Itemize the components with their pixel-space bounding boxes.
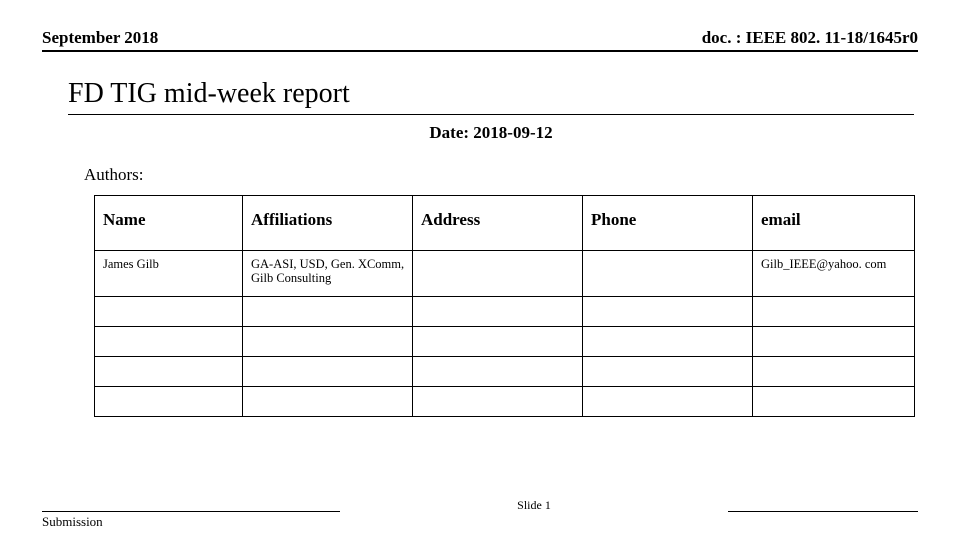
header-date: September 2018 — [42, 28, 158, 48]
footer-right — [728, 514, 918, 530]
cell-email: Gilb_IEEE@yahoo. com — [753, 251, 915, 297]
table-header-row: Name Affiliations Address Phone email — [95, 196, 915, 251]
cell-affiliations — [243, 327, 413, 357]
slide-page: September 2018 doc. : IEEE 802. 11-18/16… — [0, 0, 960, 540]
table-row — [95, 357, 915, 387]
cell-email — [753, 387, 915, 417]
page-title: FD TIG mid-week report — [68, 78, 914, 115]
footer-submission: Submission — [42, 514, 340, 530]
cell-name — [95, 387, 243, 417]
cell-email — [753, 327, 915, 357]
cell-address — [413, 357, 583, 387]
cell-affiliations: GA-ASI, USD, Gen. XComm, Gilb Consulting — [243, 251, 413, 297]
col-email: email — [753, 196, 915, 251]
date-line: Date: 2018-09-12 — [68, 123, 914, 143]
footer-slide-number: Slide 1 — [340, 498, 728, 530]
authors-table: Name Affiliations Address Phone email Ja… — [94, 195, 915, 417]
cell-phone — [583, 297, 753, 327]
footer-rule-left — [42, 511, 340, 512]
col-phone: Phone — [583, 196, 753, 251]
header-row: September 2018 doc. : IEEE 802. 11-18/16… — [42, 28, 918, 52]
cell-name: James Gilb — [95, 251, 243, 297]
footer-rule-right — [728, 511, 918, 512]
cell-email — [753, 297, 915, 327]
cell-address — [413, 387, 583, 417]
cell-name — [95, 357, 243, 387]
footer: Submission Slide 1 — [42, 511, 918, 530]
col-address: Address — [413, 196, 583, 251]
table-row — [95, 387, 915, 417]
table-row — [95, 297, 915, 327]
col-name: Name — [95, 196, 243, 251]
cell-name — [95, 327, 243, 357]
cell-address — [413, 297, 583, 327]
cell-address — [413, 327, 583, 357]
cell-email — [753, 357, 915, 387]
header-doc-id: doc. : IEEE 802. 11-18/1645r0 — [702, 28, 918, 48]
cell-phone — [583, 327, 753, 357]
footer-text-row: Submission Slide 1 — [42, 514, 918, 530]
cell-name — [95, 297, 243, 327]
col-affiliations: Affiliations — [243, 196, 413, 251]
cell-phone — [583, 251, 753, 297]
cell-phone — [583, 387, 753, 417]
cell-affiliations — [243, 357, 413, 387]
cell-affiliations — [243, 297, 413, 327]
cell-affiliations — [243, 387, 413, 417]
title-block: FD TIG mid-week report Date: 2018-09-12 — [42, 78, 918, 143]
table-row: James Gilb GA-ASI, USD, Gen. XComm, Gilb… — [95, 251, 915, 297]
cell-address — [413, 251, 583, 297]
cell-phone — [583, 357, 753, 387]
authors-label: Authors: — [42, 165, 918, 185]
table-row — [95, 327, 915, 357]
